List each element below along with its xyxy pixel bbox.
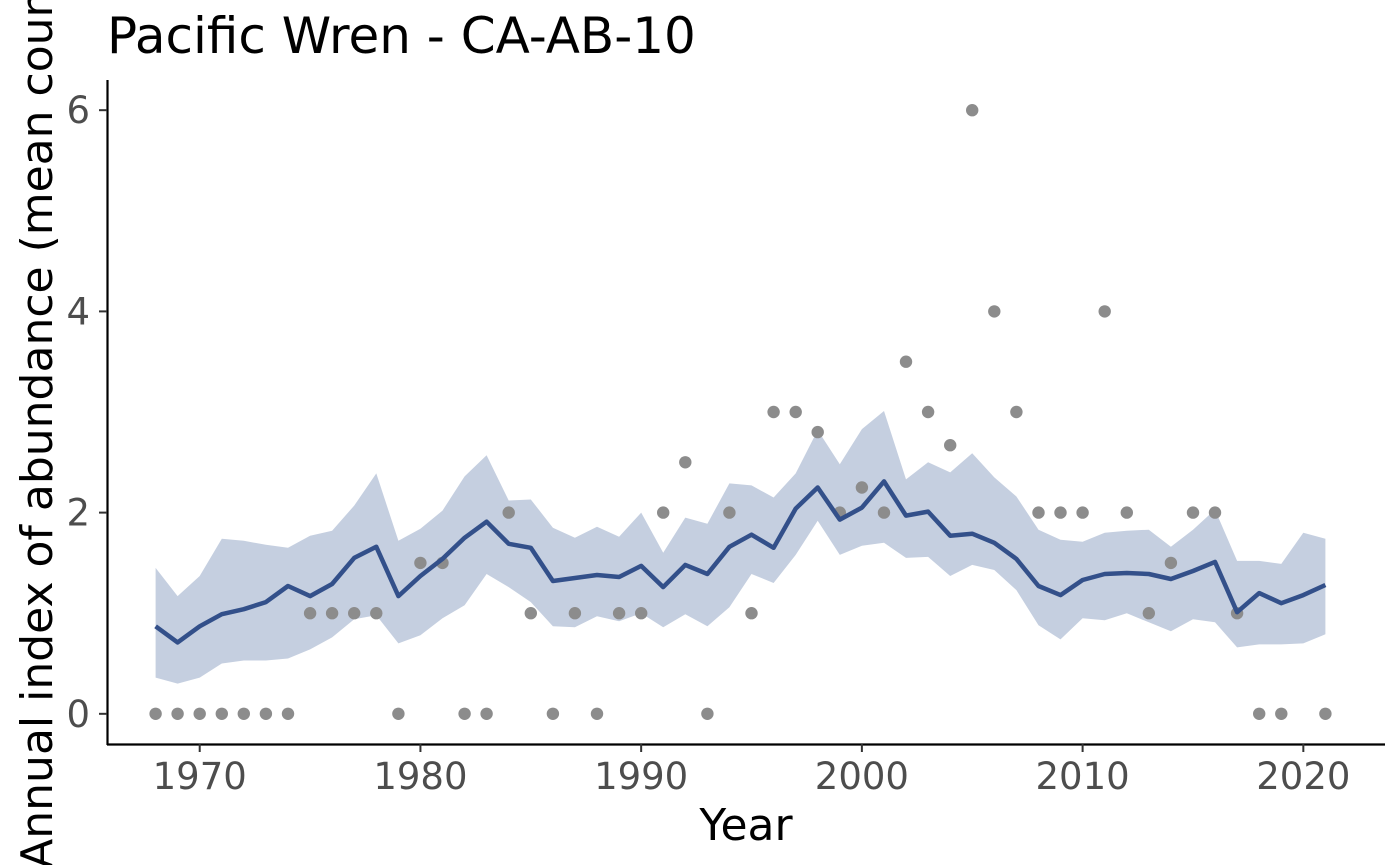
observed-count-point	[966, 104, 979, 117]
observed-count-point	[657, 506, 670, 519]
observed-count-point	[1010, 405, 1023, 419]
x-tick-label: 2010	[1036, 755, 1130, 798]
observed-count-point	[392, 707, 405, 720]
observed-count-point	[877, 506, 891, 519]
observed-count-point	[921, 405, 935, 419]
observed-count-point	[723, 506, 736, 519]
x-axis-ticks: 1970 1980 1990 2000 2010 2020	[153, 744, 1350, 798]
observed-count-point	[215, 707, 228, 720]
observed-count-point	[237, 707, 250, 720]
observed-count-point	[767, 405, 780, 419]
x-tick-label: 1970	[153, 755, 247, 798]
observed-count-point	[1098, 305, 1111, 318]
observed-count-point	[855, 481, 869, 494]
observed-count-point	[281, 707, 295, 720]
observed-count-point	[944, 439, 957, 452]
y-tick-label: 2	[66, 492, 90, 535]
observed-count-point	[590, 707, 604, 720]
observed-count-point	[193, 707, 206, 720]
observed-count-point	[1253, 707, 1266, 720]
observed-count-point	[1186, 506, 1200, 519]
observed-count-point	[259, 707, 273, 720]
observed-count-point	[1208, 506, 1222, 519]
chart-title: Pacific Wren - CA-AB-10	[107, 7, 696, 65]
observed-count-point	[149, 707, 162, 720]
trend-line	[154, 479, 1327, 645]
plot-area	[149, 104, 1332, 720]
observed-count-point	[325, 607, 339, 620]
observed-count-point	[635, 607, 648, 620]
observed-count-point	[612, 607, 626, 620]
observed-count-point	[811, 425, 824, 439]
observed-count-point	[502, 506, 515, 519]
observed-count-point	[414, 556, 427, 570]
observed-count-point	[370, 607, 383, 620]
observed-count-point	[524, 607, 537, 620]
y-tick-label: 6	[66, 89, 90, 132]
y-axis-ticks: 0 2 4 6	[66, 89, 107, 736]
observed-count-point	[1164, 556, 1178, 570]
observed-count-point	[568, 607, 582, 620]
observed-count-point	[480, 707, 493, 720]
x-tick-label: 2000	[815, 755, 909, 798]
x-tick-label: 2020	[1256, 755, 1350, 798]
confidence-ribbon	[155, 411, 1326, 684]
observed-count-point	[701, 707, 714, 720]
observed-count-point	[1076, 506, 1089, 519]
observed-count-point	[1319, 707, 1332, 720]
observed-count-point	[1142, 607, 1156, 620]
observed-count-point	[1275, 707, 1288, 720]
observed-count-point	[679, 456, 692, 469]
observed-count-point	[789, 405, 802, 419]
x-axis-title: Year	[698, 800, 793, 851]
observed-count-point	[1054, 506, 1067, 519]
observed-count-point	[745, 607, 758, 620]
observed-count-point	[458, 707, 471, 720]
observed-count-point	[1120, 506, 1134, 519]
observed-count-point	[348, 607, 361, 620]
x-tick-label: 1980	[373, 755, 467, 798]
observed-count-point	[171, 707, 184, 720]
observed-count-point	[303, 607, 317, 620]
y-axis-title: Annual index of abundance (mean count)	[12, 0, 63, 865]
observed-count-point	[988, 305, 1001, 318]
observed-count-point	[1032, 506, 1045, 519]
x-tick-label: 1990	[594, 755, 688, 798]
observed-count-point	[546, 707, 560, 720]
observed-count-point	[899, 355, 913, 368]
y-tick-label: 0	[66, 693, 90, 736]
y-tick-label: 4	[66, 290, 90, 333]
